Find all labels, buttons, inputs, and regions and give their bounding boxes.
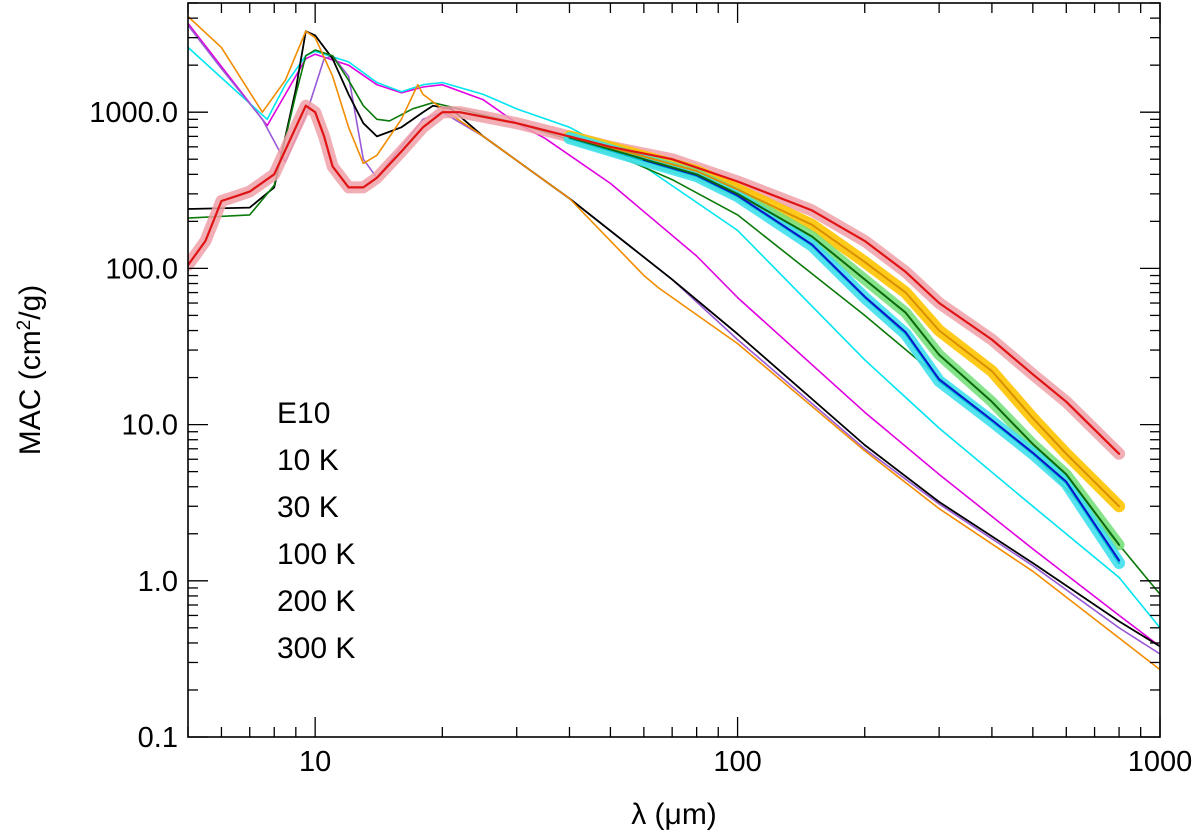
x-tick-label-10: 10 bbox=[299, 746, 331, 778]
y-tick-label-10.0: 10.0 bbox=[122, 410, 178, 442]
tick-layer bbox=[187, 2, 1161, 738]
series-meas-100K-band bbox=[564, 131, 1125, 551]
y-tick-label-0.1: 0.1 bbox=[138, 722, 178, 754]
legend-entry-e10: E10 bbox=[277, 397, 330, 430]
series-meas-300K bbox=[188, 104, 1121, 455]
y-tick-label-1000.0: 1000.0 bbox=[89, 97, 178, 129]
y-tick-label-100.0: 100.0 bbox=[105, 253, 178, 285]
x-tick-label-100: 100 bbox=[713, 746, 761, 778]
x-axis-title: λ (μm) bbox=[631, 798, 717, 831]
y-tick-label-1.0: 1.0 bbox=[138, 566, 178, 598]
y-axis-title: MAC (cm2/g) bbox=[14, 285, 47, 456]
series-meas-10K bbox=[642, 158, 1121, 562]
series-meas-100K bbox=[568, 136, 1121, 546]
series-layer bbox=[188, 15, 1160, 671]
x-tick-label-1000: 1000 bbox=[1128, 746, 1193, 778]
legend-entry-200k: 200 K bbox=[277, 585, 355, 618]
legend-entry-10k: 10 K bbox=[277, 444, 339, 477]
series-model-green bbox=[188, 49, 1160, 596]
plot-frame bbox=[187, 2, 1161, 738]
legend-entry-300k: 300 K bbox=[277, 632, 355, 665]
legend: E10 10 K 30 K 100 K 200 K 300 K bbox=[277, 397, 355, 665]
legend-entry-30k: 30 K bbox=[277, 491, 339, 524]
series-model-orange bbox=[188, 15, 1160, 671]
series-meas-30K bbox=[568, 137, 1121, 564]
series-model-black bbox=[188, 30, 1160, 648]
series-meas-30K-band bbox=[563, 132, 1126, 569]
series-model-magenta bbox=[188, 22, 1160, 648]
series-meas-200K bbox=[568, 135, 1121, 508]
legend-entry-100k: 100 K bbox=[277, 538, 355, 571]
tick-label-layer: 10 100 1000 0.1 1.0 10.0 100.0 1000.0 bbox=[89, 97, 1192, 778]
